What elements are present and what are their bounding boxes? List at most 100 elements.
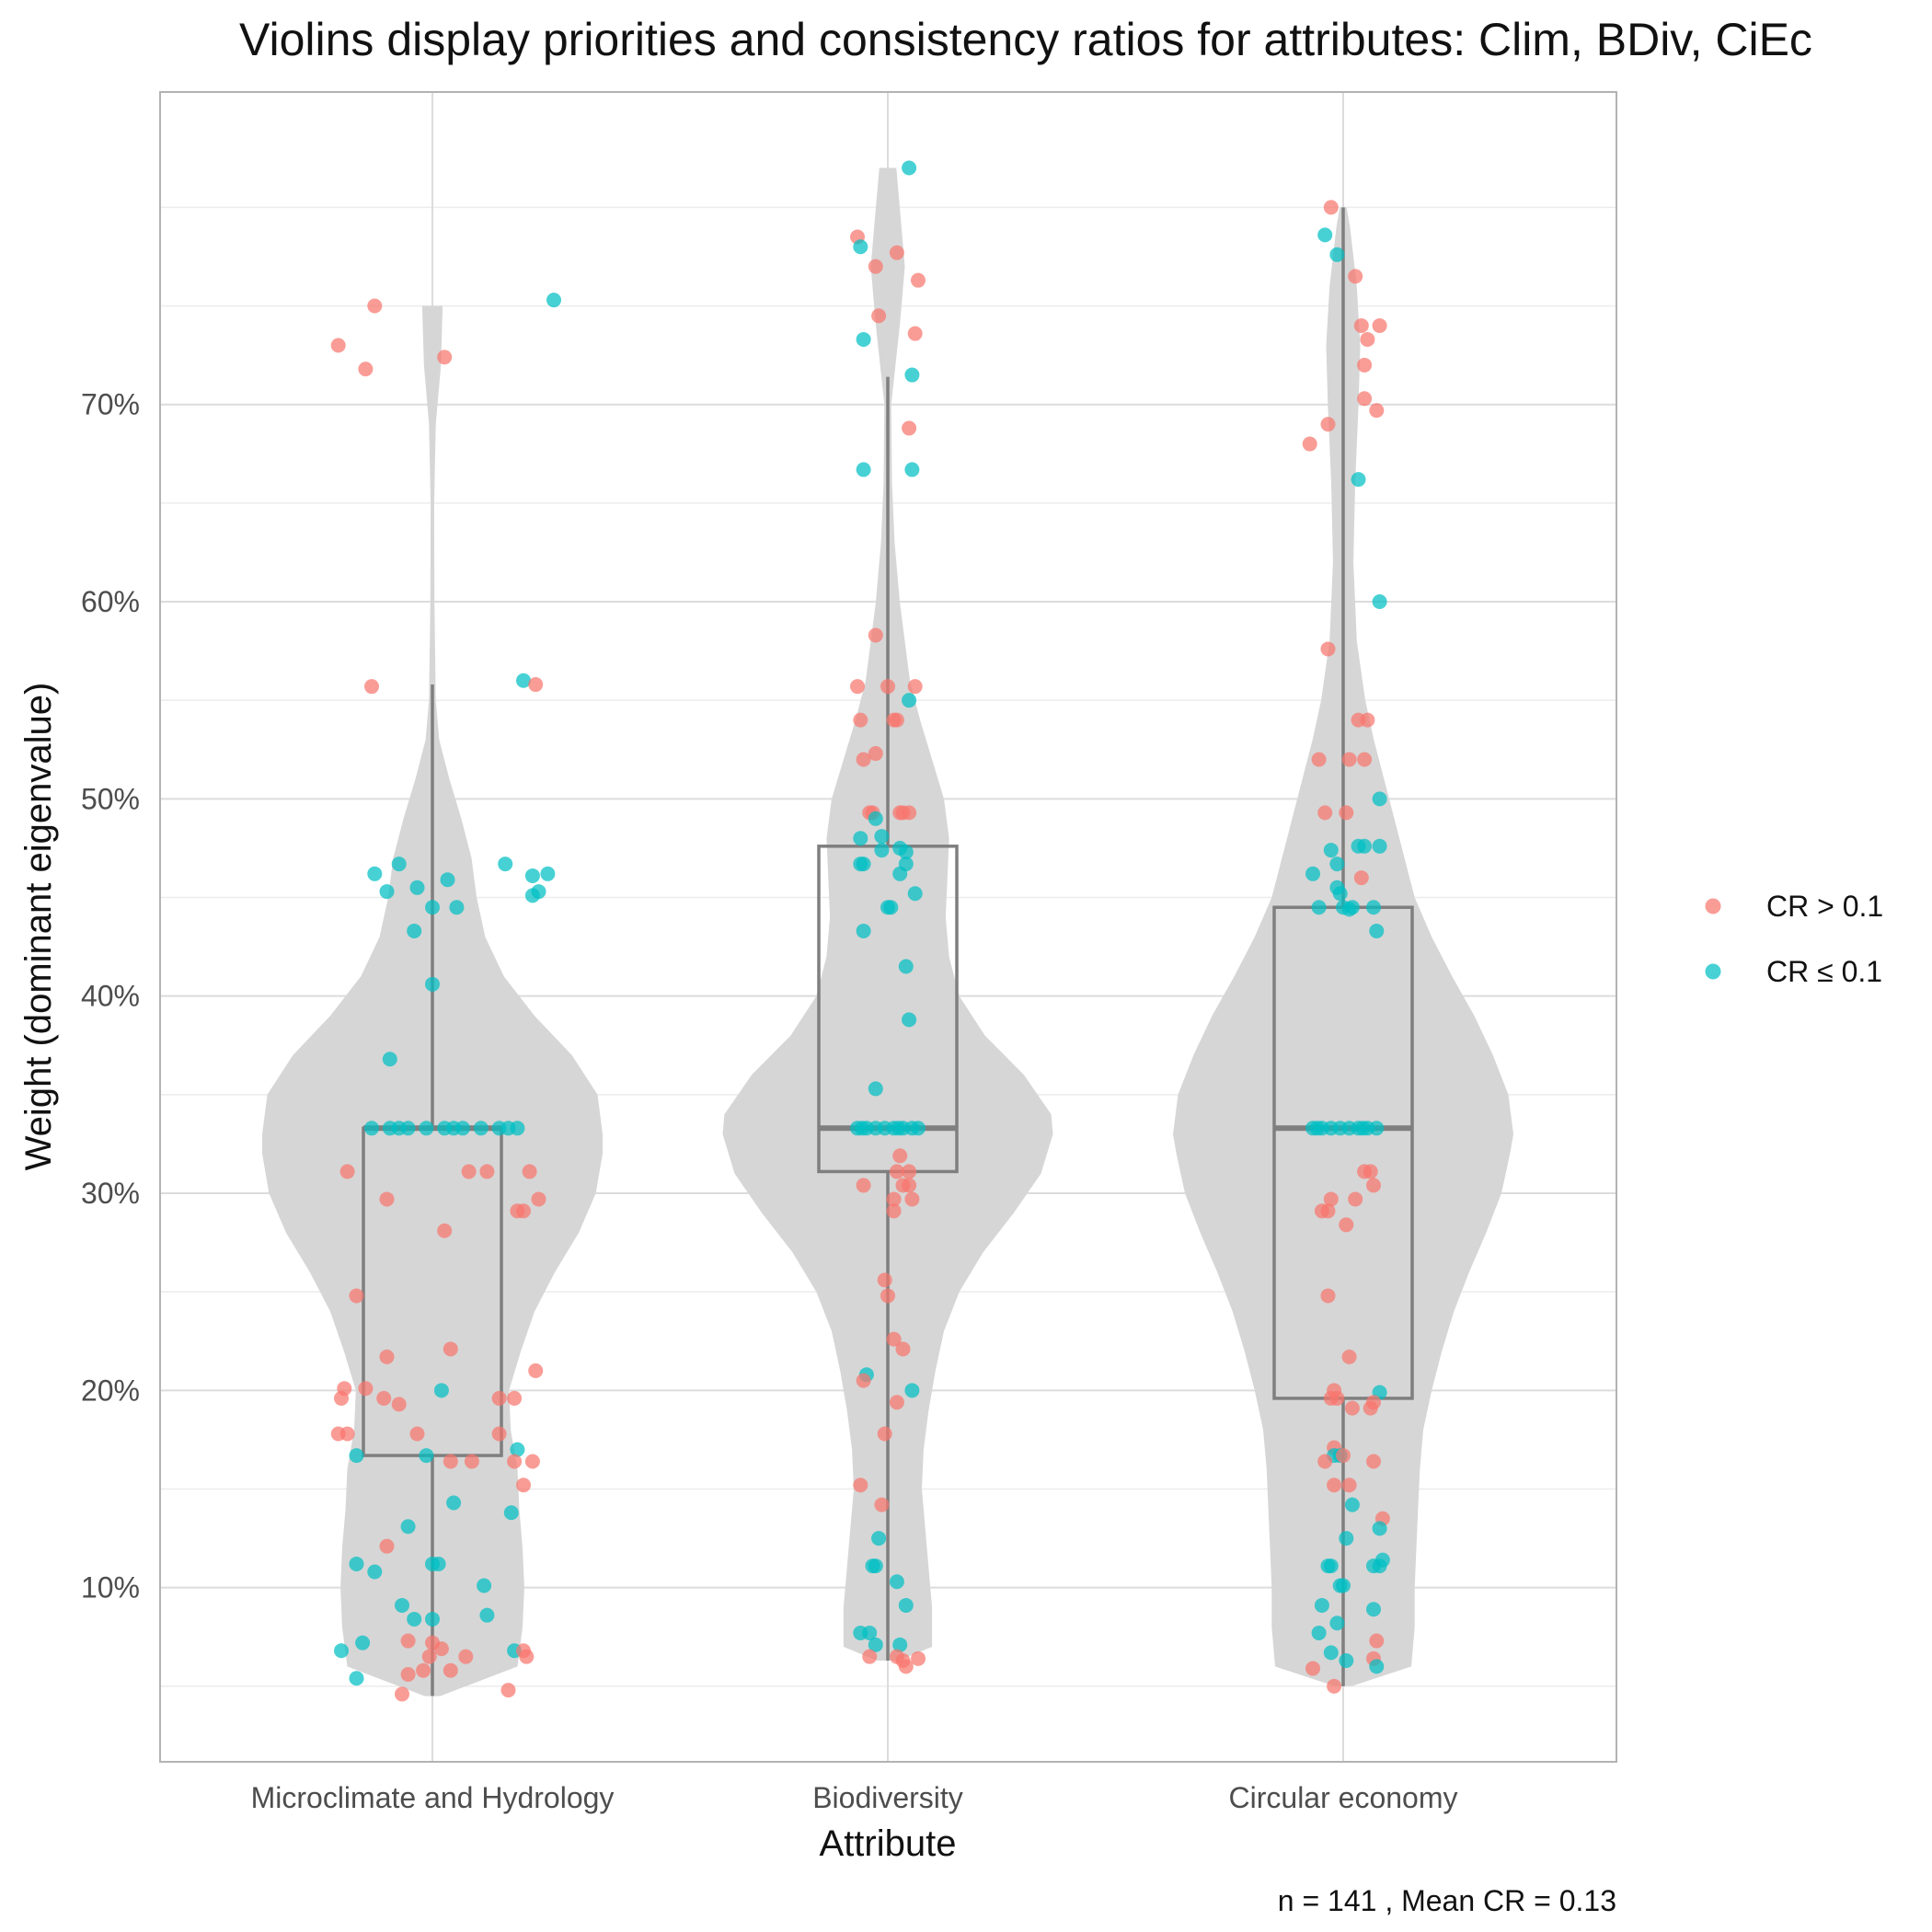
- point-cr-high: [358, 1381, 374, 1397]
- y-tick-label: 20%: [81, 1374, 140, 1407]
- point-cr-high: [528, 677, 544, 693]
- legend-key: [1705, 963, 1721, 980]
- legend-label: CR ≤ 0.1: [1766, 955, 1882, 988]
- point-cr-low: [1329, 247, 1345, 262]
- point-cr-high: [339, 1164, 355, 1179]
- point-cr-low: [1339, 1531, 1354, 1547]
- point-cr-high: [416, 1662, 431, 1678]
- point-cr-low: [1372, 594, 1387, 610]
- y-axis-title: Weight (dominant eigenvalue): [18, 683, 59, 1171]
- point-cr-low: [856, 462, 871, 477]
- point-cr-high: [877, 1426, 892, 1442]
- point-cr-high: [868, 746, 883, 762]
- point-cr-high: [1363, 1164, 1378, 1179]
- point-cr-high: [400, 1633, 416, 1649]
- x-axis-title: Attribute: [820, 1823, 957, 1864]
- point-cr-low: [391, 1121, 407, 1136]
- point-cr-low: [853, 831, 868, 846]
- point-cr-low: [1372, 791, 1387, 807]
- point-cr-low: [524, 868, 540, 883]
- point-cr-low: [1314, 1597, 1329, 1613]
- point-cr-high: [886, 1203, 902, 1219]
- violin-shape: [1173, 207, 1513, 1686]
- point-cr-high: [907, 326, 923, 341]
- point-cr-low: [883, 900, 899, 915]
- point-cr-low: [540, 866, 556, 881]
- point-cr-low: [1339, 1652, 1354, 1668]
- point-cr-low: [425, 900, 440, 915]
- point-cr-low: [856, 923, 871, 938]
- point-cr-low: [407, 923, 422, 938]
- x-tick-label: Circular economy: [1229, 1781, 1458, 1814]
- point-cr-low: [854, 1121, 869, 1136]
- point-cr-high: [1323, 1191, 1339, 1207]
- point-cr-high: [437, 1223, 453, 1238]
- point-cr-high: [1317, 805, 1333, 821]
- point-cr-low: [853, 239, 868, 255]
- point-cr-high: [491, 1390, 507, 1406]
- point-cr-low: [477, 1578, 492, 1593]
- point-cr-high: [874, 1497, 890, 1512]
- point-cr-high: [871, 308, 887, 324]
- point-cr-low: [367, 1564, 383, 1580]
- point-cr-low: [1305, 866, 1320, 881]
- point-cr-low: [446, 1495, 462, 1511]
- point-cr-low: [853, 857, 868, 872]
- point-cr-low: [510, 1442, 525, 1457]
- point-cr-low: [911, 1121, 926, 1136]
- point-cr-high: [902, 420, 917, 436]
- point-cr-high: [1323, 200, 1339, 215]
- point-cr-low: [433, 1383, 449, 1398]
- point-cr-high: [902, 1178, 917, 1193]
- point-cr-high: [895, 805, 911, 821]
- point-cr-low: [1341, 902, 1357, 917]
- point-cr-low: [904, 367, 920, 383]
- point-cr-high: [364, 679, 379, 695]
- point-cr-high: [1320, 641, 1336, 657]
- point-cr-high: [516, 1203, 531, 1219]
- point-cr-low: [907, 886, 923, 902]
- point-cr-high: [1311, 752, 1327, 767]
- y-tick-label: 10%: [81, 1571, 140, 1604]
- point-cr-low: [1369, 923, 1385, 938]
- point-cr-low: [524, 888, 540, 903]
- point-cr-high: [349, 1288, 364, 1304]
- legend-label: CR > 0.1: [1766, 890, 1883, 923]
- point-cr-low: [871, 1531, 887, 1547]
- point-cr-low: [1320, 1558, 1336, 1574]
- point-cr-high: [1363, 1400, 1378, 1416]
- point-cr-low: [1311, 1625, 1327, 1640]
- point-cr-low: [1309, 1121, 1325, 1136]
- point-cr-high: [1341, 1478, 1357, 1493]
- point-cr-low: [891, 1121, 906, 1136]
- point-cr-low: [546, 293, 561, 308]
- point-cr-high: [464, 1454, 479, 1469]
- point-cr-high: [437, 350, 453, 365]
- point-cr-high: [1305, 1661, 1320, 1676]
- point-cr-high: [519, 1649, 535, 1664]
- point-cr-low: [902, 693, 917, 708]
- point-cr-high: [379, 1538, 395, 1554]
- point-cr-high: [507, 1390, 523, 1406]
- point-cr-low: [516, 673, 531, 688]
- point-cr-low: [889, 1574, 904, 1590]
- point-cr-low: [874, 829, 890, 845]
- point-cr-high: [1348, 1191, 1363, 1207]
- point-cr-low: [500, 1121, 516, 1136]
- point-cr-high: [1360, 712, 1375, 728]
- point-cr-high: [458, 1649, 474, 1664]
- point-cr-high: [367, 298, 383, 314]
- point-cr-low: [902, 160, 917, 176]
- point-cr-high: [1339, 1217, 1354, 1233]
- point-cr-high: [1372, 317, 1387, 333]
- point-cr-high: [531, 1191, 546, 1207]
- point-cr-high: [868, 627, 883, 643]
- point-cr-high: [1329, 1390, 1345, 1406]
- point-cr-high: [409, 1426, 425, 1442]
- point-cr-low: [1357, 838, 1373, 854]
- point-cr-high: [1369, 403, 1385, 419]
- point-cr-high: [516, 1478, 531, 1493]
- x-tick-label: Biodiversity: [812, 1781, 963, 1814]
- point-cr-low: [382, 1052, 397, 1067]
- point-cr-low: [1329, 1616, 1345, 1631]
